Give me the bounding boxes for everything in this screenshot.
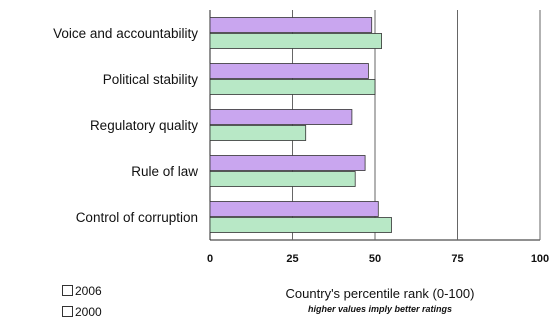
category-label: Political stability [103, 72, 199, 87]
bar-2000 [209, 125, 307, 141]
bar-2006 [209, 63, 369, 79]
category-label: Voice and accountability [53, 26, 198, 41]
bar-2006 [209, 109, 353, 125]
legend-item-2000: 2000 [62, 305, 102, 319]
legend-swatch [62, 285, 73, 296]
x-tick-labels: 0 25 50 75 100 [207, 253, 549, 265]
bar-2006 [209, 17, 373, 33]
x-tick-label: 50 [369, 253, 381, 265]
bar-2000 [209, 79, 376, 95]
legend-swatch [62, 306, 73, 317]
category-label: Control of corruption [76, 210, 198, 225]
bar-2006 [209, 155, 366, 171]
bar-2000 [209, 217, 392, 233]
legend-label-2006: 2006 [75, 284, 102, 298]
legend-item-2006: 2006 [62, 284, 102, 298]
x-tick-label: 25 [286, 253, 298, 265]
bar-2006 [209, 201, 379, 217]
x-axis-note: higher values imply better ratings [307, 304, 453, 314]
category-labels: Voice and accountability Political stabil… [53, 26, 198, 225]
legend-label-2000: 2000 [75, 305, 102, 319]
x-tick-label: 75 [451, 253, 463, 265]
bars [209, 17, 392, 233]
x-tick-label: 100 [531, 253, 549, 265]
category-label: Rule of law [131, 164, 198, 179]
x-tick-label: 0 [207, 253, 213, 265]
bar-2000 [209, 171, 356, 187]
bar-2000 [209, 33, 383, 49]
x-axis-title: Country's percentile rank (0-100) [285, 286, 475, 301]
category-label: Regulatory quality [90, 118, 198, 133]
